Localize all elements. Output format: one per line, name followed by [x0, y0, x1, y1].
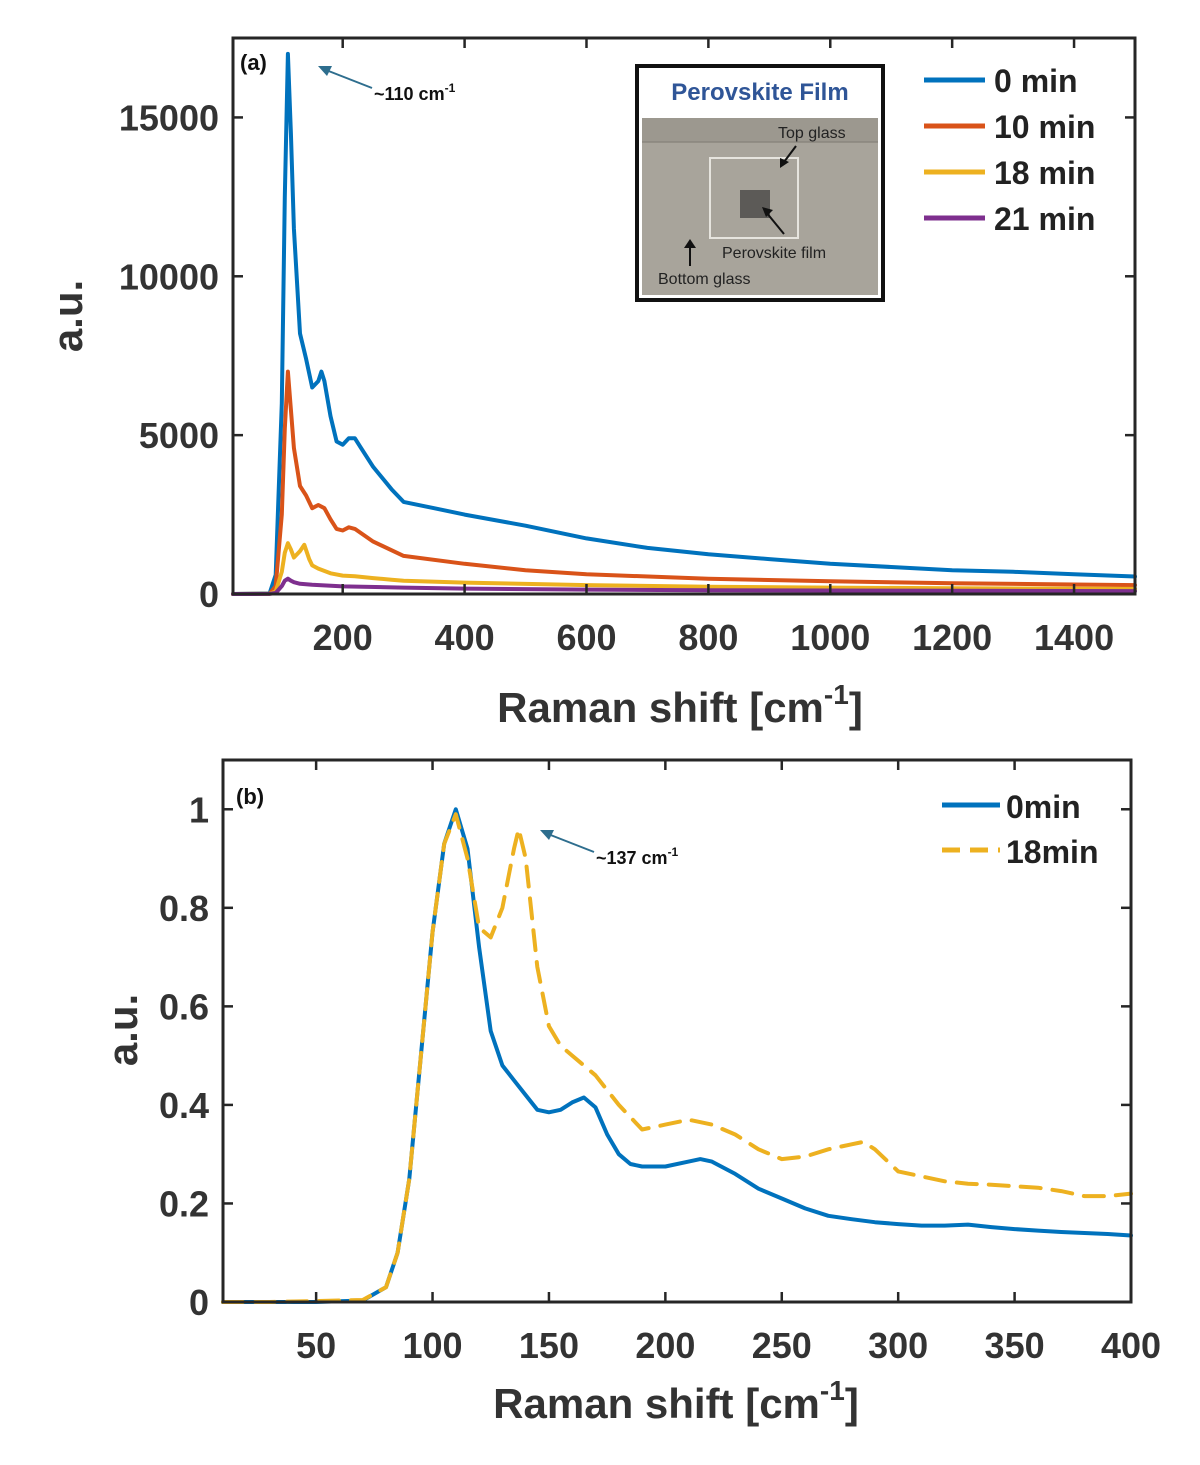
panel-a-ytick-label-2: 10000: [119, 256, 219, 297]
panel-a-xtick-label-6: 1400: [1034, 617, 1114, 658]
panel-a-xtick-label-3: 800: [678, 617, 738, 658]
panel-b-ytick-label-1: 0.2: [159, 1183, 209, 1224]
panel-b-ytick-label-5: 1: [189, 789, 209, 830]
panel-b-annotation-arrowhead: [540, 830, 554, 840]
panel-b-xtick-label-3: 200: [635, 1325, 695, 1366]
panel-a: 200 400 600 800 1000 1200 1400050001000015000 …: [44, 36, 1137, 731]
panel-b-ticks-group: 50 100 150 200 250 300 350 400 0 0.2 0.4 0.6 0.8 1: [159, 760, 1161, 1366]
panel-b-series-group: [221, 807, 1133, 1304]
panel-a-xtick-label-0: 200: [313, 617, 373, 658]
panel-a-annotation: ~110 cm-1: [374, 81, 456, 104]
panel-a-xlabel: Raman shift [cm-1]: [497, 679, 863, 731]
inset-top-band: [642, 118, 878, 142]
panel-b-xtick-label-1: 100: [402, 1325, 462, 1366]
panel-a-series-3-line: [231, 576, 1137, 596]
panel-a-xtick-label-5: 1200: [912, 617, 992, 658]
panel-a-ticks-group: 200 400 600 800 1000 1200 1400 0 5000 10000 15000: [119, 38, 1135, 658]
panel-b-xtick-label-4: 250: [752, 1325, 812, 1366]
panel-b-ytick-label-4: 0.8: [159, 888, 209, 929]
panel-b-axes-frame: [221, 758, 1133, 1304]
legend-b-label-1: 18min: [1006, 834, 1098, 870]
panel-b-xtick-label-0: 50: [296, 1325, 336, 1366]
panel-a-annotation-arrowhead: [318, 66, 332, 76]
inset-arrowhead-top-glass: [780, 158, 789, 168]
panel-b-ylabel: a.u.: [99, 994, 146, 1066]
inset-label-bottom-glass: Bottom glass: [658, 271, 750, 288]
panel-a-xtick-label-4: 1000: [790, 617, 870, 658]
panel-a-ylabel: a.u.: [44, 280, 91, 352]
panel-a-series-group: [231, 51, 1137, 596]
panel-a-series-0-line: [231, 51, 1137, 596]
panel-a-axes-frame: [231, 36, 1137, 596]
panel-b-plot-area: [223, 760, 1131, 1302]
inset-arrow-top-glass: [783, 145, 797, 163]
panel-a-legend: 0 min 10 min 18 min 21 min: [924, 63, 1095, 237]
legend-b-label-0: 0min: [1006, 789, 1081, 825]
panel-b-legend: 0min 18min: [942, 789, 1098, 870]
panel-a-ytick-label-3: 15000: [119, 97, 219, 138]
panel-b-series-1-line: [221, 812, 1133, 1304]
panel-a-annotation-arrow: [325, 69, 373, 89]
legend-a-label-0: 0 min: [994, 63, 1078, 99]
panel-b-ytick-label-0: 0: [189, 1282, 209, 1323]
panel-a-ytick-label-1: 5000: [139, 415, 219, 456]
panel-a-series-1-line: [231, 369, 1137, 596]
legend-a-label-3: 21 min: [994, 201, 1095, 237]
inset-label-top-glass: Top glass: [778, 125, 846, 142]
panel-b-ytick-label-2: 0.4: [159, 1085, 209, 1126]
inset-arrow-perovskite: [765, 211, 785, 235]
panel-a-label: (a): [240, 50, 267, 75]
panel-b-label: (b): [236, 784, 264, 809]
panel-b-annotation-arrow: [547, 833, 595, 853]
panel-b-xtick-label-6: 350: [985, 1325, 1045, 1366]
inset-arrowhead-perovskite: [762, 207, 773, 217]
panel-b-ytick-label-3: 0.6: [159, 986, 209, 1027]
panel-a-inset: Perovskite Film Top glass Perovskite fil…: [635, 64, 885, 302]
panel-a-xtick-label-1: 400: [435, 617, 495, 658]
panel-b-annotation: ~137 cm-1: [596, 845, 679, 868]
panel-b: 50 100 150 200 250 300 350 400 0 0.2 0.4 0.6 0.8 1 (b…: [99, 758, 1161, 1427]
panel-b-xtick-label-2: 150: [519, 1325, 579, 1366]
inset-top-glass: [709, 157, 799, 239]
panel-b-xtick-label-7: 400: [1101, 1325, 1161, 1366]
inset-label-perovskite-film: Perovskite film: [722, 245, 826, 262]
legend-a-label-2: 18 min: [994, 155, 1095, 191]
panel-b-xlabel: Raman shift [cm-1]: [493, 1375, 859, 1427]
panel-a-ytick-label-0: 0: [199, 574, 219, 615]
inset-arrowhead-bottom-glass: [684, 239, 696, 248]
inset-title: Perovskite Film: [671, 79, 848, 106]
legend-a-label-1: 10 min: [994, 109, 1095, 145]
panel-a-xtick-label-2: 600: [556, 617, 616, 658]
panel-b-xtick-label-5: 300: [868, 1325, 928, 1366]
